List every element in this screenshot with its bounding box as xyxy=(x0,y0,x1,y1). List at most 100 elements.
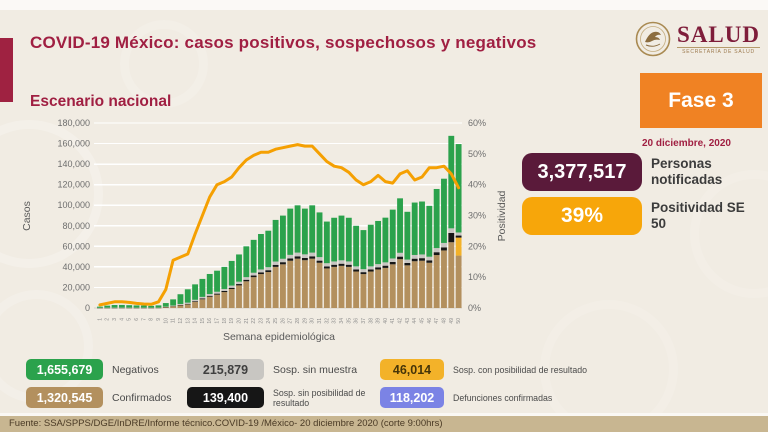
svg-text:100,000: 100,000 xyxy=(57,200,90,210)
svg-text:44: 44 xyxy=(412,318,418,324)
svg-text:180,000: 180,000 xyxy=(57,118,90,128)
svg-text:20,000: 20,000 xyxy=(62,282,90,292)
y-axis-right: 0% 10% 20% 30% 40% 50% 60% xyxy=(468,118,486,313)
stat-value-badge: 39% xyxy=(522,197,642,235)
svg-text:11: 11 xyxy=(171,318,177,323)
svg-text:45: 45 xyxy=(420,318,426,324)
svg-text:42: 42 xyxy=(398,318,404,324)
legend: 1,655,679 Negativos 215,879 Sosp. sin mu… xyxy=(26,359,599,408)
report-date: 20 diciembre, 2020 xyxy=(642,138,731,149)
svg-text:2: 2 xyxy=(105,318,111,321)
svg-text:140,000: 140,000 xyxy=(57,159,90,169)
svg-text:40: 40 xyxy=(383,318,389,324)
svg-text:7: 7 xyxy=(141,318,147,321)
svg-text:120,000: 120,000 xyxy=(57,180,90,190)
salud-name: SALUD xyxy=(677,21,760,47)
svg-text:80,000: 80,000 xyxy=(62,221,90,231)
stacked-bars xyxy=(97,135,462,309)
page-title: COVID-19 México: casos positivos, sospec… xyxy=(30,33,537,52)
svg-text:8: 8 xyxy=(149,318,155,321)
svg-text:40%: 40% xyxy=(468,180,486,190)
svg-text:1: 1 xyxy=(97,318,103,321)
svg-text:10%: 10% xyxy=(468,272,486,282)
svg-text:3: 3 xyxy=(112,318,118,321)
svg-text:32: 32 xyxy=(324,318,330,324)
accent-bar xyxy=(0,38,13,102)
svg-text:23: 23 xyxy=(258,318,264,324)
legend-label-sosp-sin-muestra: Sosp. sin muestra xyxy=(273,363,358,376)
y-axis-left: 0 20,000 40,000 60,000 80,000 100,000 120,000 1… xyxy=(57,118,90,313)
top-strip xyxy=(0,0,768,10)
svg-text:20%: 20% xyxy=(468,241,486,251)
svg-text:14: 14 xyxy=(193,318,199,324)
svg-text:29: 29 xyxy=(302,318,308,324)
svg-text:49: 49 xyxy=(449,318,455,324)
svg-text:43: 43 xyxy=(405,318,411,324)
svg-text:47: 47 xyxy=(434,318,440,324)
fase-badge: Fase 3 xyxy=(640,73,762,128)
svg-text:37: 37 xyxy=(361,318,367,324)
svg-text:33: 33 xyxy=(332,318,338,324)
svg-text:10: 10 xyxy=(163,318,169,324)
svg-text:36: 36 xyxy=(354,318,360,324)
svg-text:40,000: 40,000 xyxy=(62,262,90,272)
svg-text:13: 13 xyxy=(185,318,191,324)
stat-personas-notificadas: 3,377,517 Personas notificadas xyxy=(522,153,751,191)
svg-text:0: 0 xyxy=(85,303,90,313)
positivity-line xyxy=(98,143,461,307)
y-axis-left-title: Casos xyxy=(21,201,33,231)
stat-value-badge: 3,377,517 xyxy=(522,153,642,191)
stat-label: Personas notificadas xyxy=(651,156,723,187)
svg-text:60,000: 60,000 xyxy=(62,241,90,251)
legend-label-confirmados: Confirmados xyxy=(112,391,172,404)
source-text: Fuente: SSA/SPPS/DGE/InDRE/Informe técni… xyxy=(9,418,443,429)
legend-badge-negativos: 1,655,679 xyxy=(26,359,103,380)
legend-badge-defunciones: 118,202 xyxy=(380,387,444,408)
svg-text:30%: 30% xyxy=(468,211,486,221)
stat-positividad: 39% Positividad SE 50 xyxy=(522,197,751,235)
salud-subtitle: SECRETARÍA DE SALUD xyxy=(677,46,760,55)
svg-text:48: 48 xyxy=(441,318,447,324)
svg-text:20: 20 xyxy=(237,318,243,324)
salud-logo: SALUD SECRETARÍA DE SALUD xyxy=(634,20,760,58)
svg-text:6: 6 xyxy=(134,318,140,321)
svg-text:60%: 60% xyxy=(468,118,486,128)
svg-text:16: 16 xyxy=(207,318,213,324)
stat-label: Positividad SE 50 xyxy=(651,200,745,231)
legend-label-negativos: Negativos xyxy=(112,363,159,376)
svg-text:24: 24 xyxy=(266,318,272,324)
svg-text:0%: 0% xyxy=(468,303,481,313)
epidemic-week-chart: 0 20,000 40,000 60,000 80,000 100,000 120,000 1… xyxy=(21,118,508,343)
svg-text:26: 26 xyxy=(280,318,286,324)
svg-text:160,000: 160,000 xyxy=(57,139,90,149)
legend-badge-sosp-sin-muestra: 215,879 xyxy=(187,359,264,380)
section-title: Escenario nacional xyxy=(30,93,172,110)
svg-text:46: 46 xyxy=(427,318,433,324)
svg-text:28: 28 xyxy=(295,318,301,324)
salud-eagle-icon xyxy=(635,21,671,57)
legend-badge-confirmados: 1,320,545 xyxy=(26,387,103,408)
svg-text:27: 27 xyxy=(288,318,294,324)
legend-label-sosp-sin-posibilidad: Sosp. sin posibilidad de resultado xyxy=(273,387,366,408)
svg-text:19: 19 xyxy=(229,318,235,324)
legend-badge-sosp-sin-posibilidad: 139,400 xyxy=(187,387,264,408)
legend-label-defunciones: Defunciones confirmadas xyxy=(453,392,553,403)
svg-text:5: 5 xyxy=(127,318,133,321)
svg-text:9: 9 xyxy=(156,318,162,321)
x-axis-title: Semana epidemiológica xyxy=(223,331,335,343)
y-axis-right-title: Positividad xyxy=(496,190,508,241)
x-axis-ticks: 1 2 3 4 5 6 7 8 9 10 11 12 13 14 15 16 17 18 19 20 21 22 23 24 2… xyxy=(97,318,462,324)
svg-text:17: 17 xyxy=(215,318,221,324)
svg-text:38: 38 xyxy=(368,318,374,324)
legend-label-sosp-con-posibilidad: Sosp. con posibilidad de resultado xyxy=(453,364,587,375)
svg-text:35: 35 xyxy=(346,318,352,324)
svg-text:22: 22 xyxy=(251,318,257,324)
legend-badge-sosp-con-posibilidad: 46,014 xyxy=(380,359,444,380)
svg-text:31: 31 xyxy=(317,318,323,324)
svg-text:50: 50 xyxy=(456,318,462,324)
salud-wordmark: SALUD SECRETARÍA DE SALUD xyxy=(677,21,760,55)
svg-text:34: 34 xyxy=(339,318,345,324)
svg-text:39: 39 xyxy=(376,318,382,324)
svg-text:21: 21 xyxy=(244,318,250,324)
